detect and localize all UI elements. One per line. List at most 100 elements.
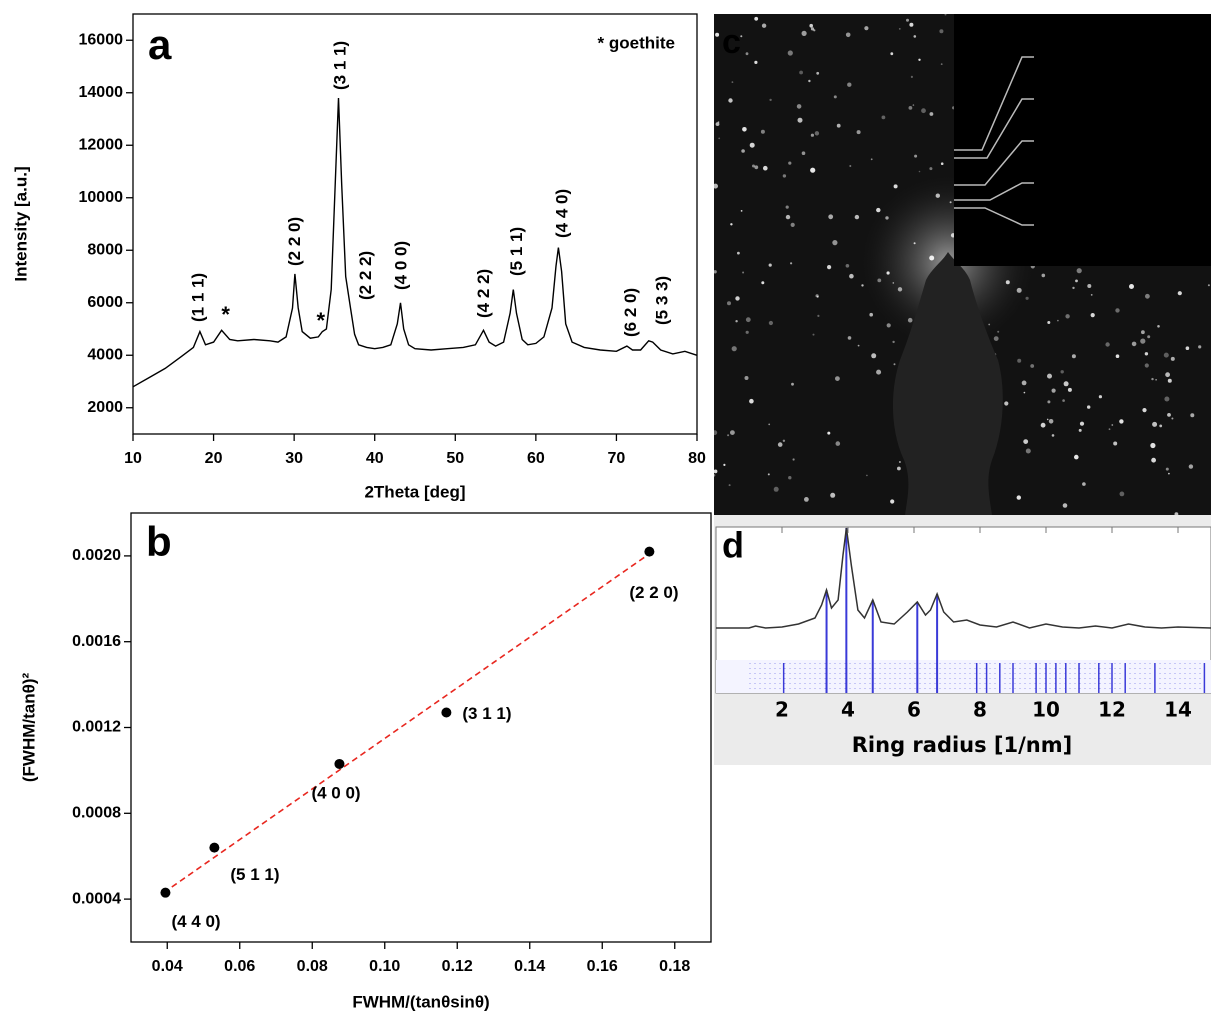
spot [845,264,850,268]
spot [788,161,792,165]
y-tick-label: 10000 [79,189,124,206]
y-axis-label: (FWHM/tanθ)² [19,673,38,783]
spot [864,26,869,31]
spot [906,18,909,22]
spot [727,301,731,306]
spot [804,497,809,502]
spot [929,255,935,261]
spot [773,486,779,492]
spot [892,340,895,344]
spot [856,130,861,135]
spot [935,193,940,198]
spot [1048,419,1054,424]
peak-label: (3 1 1) [330,41,349,90]
spot [769,98,772,102]
spot [713,469,718,474]
x-tick-label: 10 [124,450,142,467]
spot [940,63,943,65]
spot [731,346,737,352]
spot [1062,503,1068,508]
spot [1062,399,1065,402]
y-tick-label: 8000 [87,241,123,258]
peak-label: (5 1 1) [507,227,526,276]
spot [1060,370,1064,374]
spot [1079,421,1085,426]
spot [817,314,820,317]
plot-frame [132,13,698,435]
spot [1141,330,1145,335]
spot [1177,291,1182,296]
spot [1170,356,1175,361]
spot [728,98,733,103]
spot [713,183,718,189]
data-point [334,758,345,769]
spot [1155,379,1157,381]
spot [1144,352,1149,356]
spot [814,131,820,136]
x-tick-label: 8 [973,698,987,722]
spot [1131,341,1137,347]
x-tick-label: 40 [366,450,384,467]
spot [940,162,944,165]
point-label: (4 0 0) [311,783,360,802]
spot [893,184,898,189]
y-tick-label: 0.0008 [72,805,121,822]
spot [718,137,721,140]
spot [785,205,789,209]
spot [877,278,882,283]
spot [886,323,891,328]
leader-lines [954,56,1034,226]
x-tick-label: 0.06 [224,958,255,975]
point-label: (2 2 0) [629,583,678,602]
spot [861,284,864,287]
spot [849,273,854,279]
spot [881,115,886,120]
spot [1142,408,1147,413]
spot [827,265,832,270]
ring-label: (4 0 0) [1037,128,1118,153]
x-tick-label: 6 [907,698,921,722]
spot [897,287,903,292]
point-label: (3 1 1) [462,704,511,723]
spot [1063,381,1069,387]
spot [1041,273,1046,278]
spot [790,262,793,265]
spot [816,71,820,75]
x-axis-label: 2Theta [deg] [364,482,465,501]
spot [763,165,768,171]
reference-strip [716,660,1211,693]
spot [890,499,895,504]
spot [1119,491,1125,497]
spot [735,296,740,301]
spot [997,330,1000,333]
spot [1072,286,1075,290]
spot [730,223,733,226]
spot [1171,417,1174,420]
spot [921,108,926,114]
spot [939,29,944,34]
spot [782,439,786,442]
spot [1150,442,1156,449]
spot [907,317,913,323]
spot [1188,464,1194,469]
spot [809,23,813,28]
peak-label: (4 2 2) [474,269,493,318]
spot [715,32,720,37]
spot [777,442,783,447]
legend-text: * goethite [598,33,675,52]
spot [832,240,838,246]
spot [1164,396,1170,402]
spot [847,336,852,340]
spot [723,463,726,466]
x-tick-label: 50 [446,450,464,467]
spot [828,214,834,220]
spot [745,52,749,56]
spot [808,79,811,83]
spot [754,60,758,64]
spot [742,127,747,132]
spot [1098,395,1102,399]
spot [866,474,868,477]
spot [767,473,770,476]
spot [740,210,743,212]
